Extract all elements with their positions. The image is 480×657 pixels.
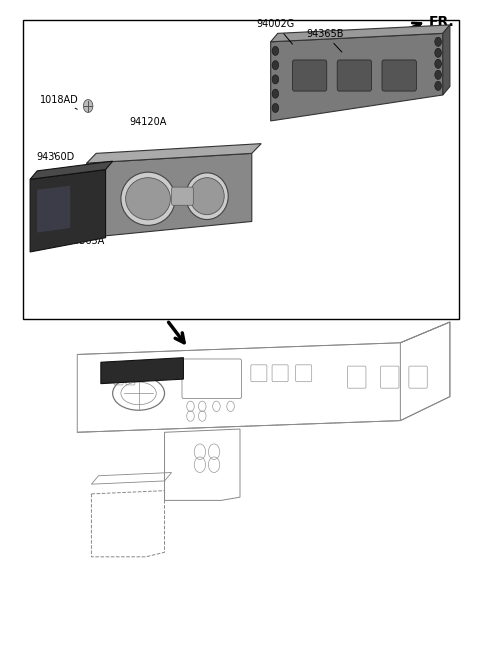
FancyBboxPatch shape xyxy=(337,60,372,91)
Polygon shape xyxy=(87,144,261,163)
FancyBboxPatch shape xyxy=(292,60,327,91)
Circle shape xyxy=(84,99,93,112)
Text: 94365B: 94365B xyxy=(306,29,344,52)
Text: FR.: FR. xyxy=(429,15,455,30)
Text: 94002G: 94002G xyxy=(256,19,295,44)
Circle shape xyxy=(435,81,442,91)
Polygon shape xyxy=(37,186,70,233)
Circle shape xyxy=(272,47,279,55)
Circle shape xyxy=(435,48,442,57)
Ellipse shape xyxy=(190,177,224,215)
Polygon shape xyxy=(87,153,252,238)
Circle shape xyxy=(435,59,442,68)
Circle shape xyxy=(272,75,279,84)
Text: 94120A: 94120A xyxy=(129,118,167,127)
Polygon shape xyxy=(30,161,113,179)
Ellipse shape xyxy=(121,172,175,225)
Circle shape xyxy=(272,89,279,99)
Circle shape xyxy=(435,37,442,47)
Polygon shape xyxy=(271,25,450,42)
Circle shape xyxy=(272,103,279,112)
Circle shape xyxy=(272,60,279,70)
Polygon shape xyxy=(101,357,183,384)
Bar xyxy=(23,20,459,319)
Circle shape xyxy=(435,70,442,79)
Polygon shape xyxy=(30,170,106,252)
Ellipse shape xyxy=(126,177,170,220)
Text: 94360D: 94360D xyxy=(36,152,74,162)
Polygon shape xyxy=(271,34,443,121)
Text: 94363A: 94363A xyxy=(68,233,105,246)
Ellipse shape xyxy=(186,173,228,219)
Text: 1018AD: 1018AD xyxy=(39,95,78,109)
FancyBboxPatch shape xyxy=(382,60,417,91)
FancyBboxPatch shape xyxy=(172,187,193,205)
Polygon shape xyxy=(443,25,450,95)
